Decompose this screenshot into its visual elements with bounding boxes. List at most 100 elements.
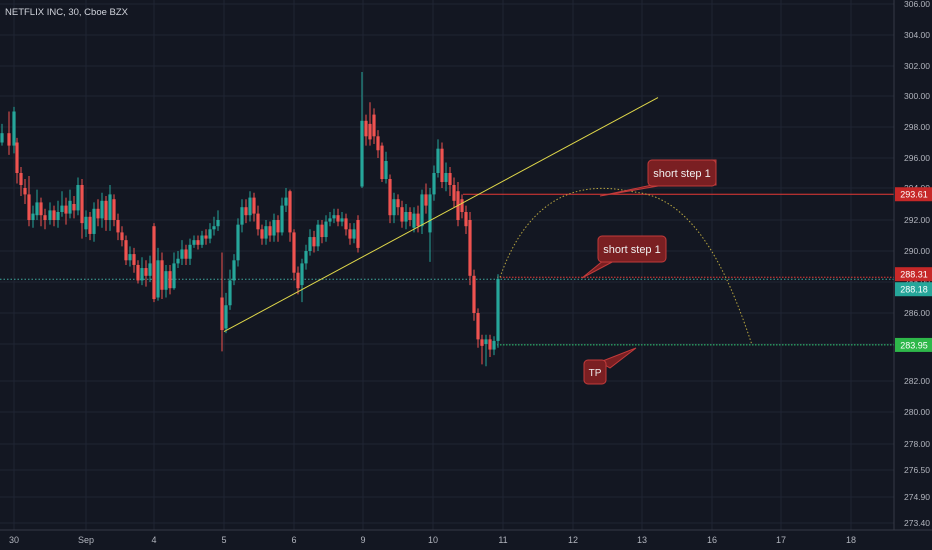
candle-body bbox=[228, 280, 232, 306]
candle-body bbox=[208, 229, 212, 239]
candle-body bbox=[108, 194, 112, 220]
price-tick-label: 276.50 bbox=[904, 465, 930, 475]
candle-body bbox=[7, 133, 11, 146]
price-tick-label: 304.00 bbox=[904, 30, 930, 40]
price-box-short-entry-label: 288.31 bbox=[900, 270, 928, 280]
candle-body bbox=[464, 212, 468, 227]
candle-body bbox=[492, 340, 496, 350]
time-axis[interactable]: 30 Sep 4 5 6 9 10 11 12 13 16 17 18 bbox=[0, 529, 932, 545]
candle-body bbox=[172, 263, 176, 289]
candle-body bbox=[35, 202, 39, 216]
time-tick-label: 13 bbox=[637, 535, 647, 545]
candle-body bbox=[128, 254, 132, 261]
candle-body bbox=[148, 263, 152, 276]
callout-tp[interactable]: TP bbox=[583, 347, 637, 385]
candle-body bbox=[27, 194, 31, 220]
drawings-layer[interactable] bbox=[223, 97, 753, 346]
candle-body bbox=[76, 185, 80, 211]
candle-body bbox=[416, 213, 420, 227]
candle-body bbox=[100, 200, 104, 219]
candle-body bbox=[376, 136, 380, 151]
candle-body bbox=[372, 114, 376, 137]
candle-body bbox=[284, 197, 288, 206]
price-box-resistance-label: 293.61 bbox=[900, 190, 928, 200]
candle-body bbox=[112, 199, 116, 220]
candle-body bbox=[188, 244, 192, 259]
callout-short-step-1-upper[interactable]: short step 1 bbox=[599, 159, 717, 197]
time-tick-label: 17 bbox=[776, 535, 786, 545]
candle-body bbox=[368, 123, 372, 140]
candle-body bbox=[488, 339, 492, 350]
price-tick-label: 298.00 bbox=[904, 122, 930, 132]
candle-body bbox=[48, 210, 52, 220]
candle-body bbox=[404, 212, 408, 222]
candle-body bbox=[56, 212, 60, 220]
time-tick-label: 11 bbox=[498, 535, 507, 545]
price-box-resistance bbox=[895, 187, 932, 202]
candle-body bbox=[408, 212, 412, 220]
candle-body bbox=[43, 215, 47, 220]
price-tick-label: 290.00 bbox=[904, 246, 930, 256]
candle-body bbox=[0, 133, 4, 143]
price-levels bbox=[0, 193, 894, 346]
candle-body bbox=[176, 258, 180, 264]
candle-body bbox=[168, 271, 172, 289]
candle-body bbox=[92, 208, 96, 234]
time-tick-label: 4 bbox=[151, 535, 156, 545]
candle-body bbox=[424, 194, 428, 206]
callout-label: TP bbox=[589, 368, 602, 379]
candle-body bbox=[212, 226, 216, 230]
candle-body bbox=[192, 240, 196, 245]
candle-body bbox=[116, 220, 120, 233]
candle-body bbox=[452, 185, 456, 201]
candle-body bbox=[96, 208, 100, 219]
candle-body bbox=[84, 216, 88, 230]
candle-body bbox=[440, 148, 444, 182]
candle-body bbox=[19, 173, 23, 185]
candle-body bbox=[356, 220, 360, 248]
candle-body bbox=[312, 237, 316, 247]
candle-body bbox=[276, 220, 280, 233]
price-tick-label: 302.00 bbox=[904, 61, 930, 71]
price-tick-label: 286.00 bbox=[904, 308, 930, 318]
callout-short-step-1-lower[interactable]: short step 1 bbox=[581, 235, 667, 279]
price-tick-label: 292.00 bbox=[904, 215, 930, 225]
candle-body bbox=[388, 179, 392, 216]
candle-body bbox=[72, 204, 76, 211]
time-tick-label: Sep bbox=[78, 535, 94, 545]
candle-body bbox=[80, 185, 84, 224]
time-tick-label: 16 bbox=[707, 535, 717, 545]
candle-body bbox=[124, 240, 128, 261]
price-tick-label: 280.00 bbox=[904, 407, 930, 417]
candle-body bbox=[280, 205, 284, 233]
symbol-title: NETFLIX INC, 30, Cboe BZX bbox=[5, 7, 129, 18]
candle-body bbox=[216, 220, 220, 227]
candle-body bbox=[52, 210, 56, 220]
candle-body bbox=[156, 260, 160, 298]
candle-body bbox=[400, 207, 404, 222]
candle-body bbox=[244, 207, 248, 216]
time-tick-label: 9 bbox=[360, 535, 365, 545]
candles-layer bbox=[0, 72, 500, 367]
candle-body bbox=[264, 226, 268, 239]
candle-body bbox=[332, 215, 336, 219]
candle-body bbox=[340, 218, 344, 222]
candle-body bbox=[308, 237, 312, 251]
price-axis[interactable]: 306.00304.00302.00300.00298.00296.00294.… bbox=[893, 0, 932, 530]
candle-body bbox=[164, 271, 168, 290]
price-tick-label: 282.00 bbox=[904, 376, 930, 386]
time-tick-label: 5 bbox=[221, 535, 226, 545]
candle-body bbox=[412, 213, 416, 228]
candle-body bbox=[428, 194, 432, 233]
candle-body bbox=[236, 224, 240, 261]
candle-body bbox=[364, 120, 368, 137]
candle-body bbox=[484, 339, 488, 344]
candle-body bbox=[320, 224, 324, 238]
candle-body bbox=[476, 313, 480, 340]
price-tick-label: 278.00 bbox=[904, 439, 930, 449]
time-tick-label: 18 bbox=[846, 535, 856, 545]
candle-body bbox=[436, 148, 440, 173]
candle-body bbox=[444, 173, 448, 182]
